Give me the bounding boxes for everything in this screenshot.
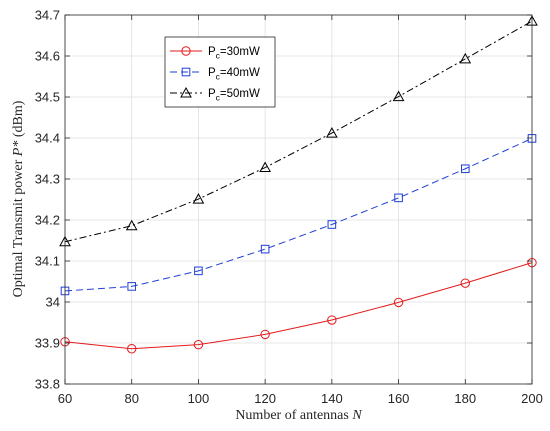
y-axis-label: Optimal Transmit power (11, 159, 26, 297)
data-point (125, 219, 138, 231)
series-line (64, 137, 533, 292)
x-tick-label: 80 (124, 391, 138, 406)
legend-entry: Pc=40mW (170, 67, 260, 82)
data-point (327, 315, 337, 325)
data-point (460, 164, 470, 174)
legend-label-main: P (208, 67, 216, 79)
ticks (64, 14, 533, 385)
data-point (193, 339, 204, 350)
data-point (394, 193, 403, 203)
legend-label-sub: c (216, 51, 221, 61)
y-tick-label: 34.2 (35, 213, 60, 228)
legend-label: Pc=30mW (208, 46, 260, 61)
y-axis-variable: P* (11, 141, 26, 158)
x-axis-label: Number of antennas (235, 408, 349, 423)
legend-entry: Pc=30mW (170, 46, 260, 61)
legend-label-sub: c (216, 93, 221, 103)
y-axis-title: Optimal Transmit power P* (dBm) (11, 100, 26, 297)
x-axis-variable: N (351, 408, 362, 423)
data-point (459, 52, 472, 64)
y-tick-label: 34.5 (35, 90, 60, 105)
legend-label-rest: =40mW (220, 67, 260, 79)
series-line (64, 262, 533, 350)
x-tick-label: 100 (188, 391, 210, 406)
y-axis-unit: (dBm) (11, 100, 26, 137)
y-tick-label: 33.9 (35, 336, 60, 351)
x-axis-title: Number of antennas N (235, 408, 362, 423)
y-tick-label: 34.6 (35, 49, 60, 64)
data-point (260, 244, 270, 254)
x-tick-label: 140 (321, 391, 343, 406)
legend-marker (181, 46, 191, 56)
series-layer (59, 15, 538, 354)
y-tick-label: 33.8 (35, 377, 60, 392)
legend-entry: Pc=50mW (170, 86, 260, 103)
y-tick-label: 34.1 (35, 254, 60, 269)
legend-label-sub: c (216, 72, 221, 82)
x-tick-label: 60 (58, 391, 72, 406)
data-point (194, 266, 203, 276)
data-point (260, 329, 270, 340)
data-point (127, 282, 137, 291)
legend-label-main: P (208, 46, 216, 58)
tick-labels: 60 80 100 120 140 160 180 200 33.8 33.9 34 34.1 34.2… (35, 8, 543, 407)
data-point (460, 278, 470, 288)
x-tick-label: 180 (454, 391, 476, 406)
x-tick-label: 120 (254, 391, 276, 406)
series-triangle (59, 15, 538, 247)
y-tick-label: 34.3 (35, 172, 60, 187)
legend-marker (180, 86, 192, 98)
x-tick-label: 160 (388, 391, 410, 406)
data-point (127, 344, 137, 354)
y-tick-label: 34.4 (35, 131, 60, 146)
x-tick-label: 200 (521, 391, 543, 406)
legend-label-rest: =30mW (220, 46, 260, 58)
legend-label-main: P (208, 88, 216, 100)
data-point (192, 193, 205, 204)
data-point (326, 127, 338, 138)
legend-label-rest: =50mW (220, 88, 260, 100)
y-tick-label: 34.7 (35, 8, 60, 23)
y-tick-label: 34 (46, 295, 60, 310)
legend-label: Pc=40mW (208, 67, 260, 82)
plot-frame (64, 14, 533, 385)
legend-marker (181, 67, 191, 77)
data-point (259, 161, 271, 173)
data-point (393, 297, 404, 308)
series-line (64, 20, 533, 243)
legend-label: Pc=50mW (208, 88, 260, 103)
plot-area (65, 15, 532, 384)
data-point (392, 90, 405, 102)
data-point (327, 220, 337, 229)
